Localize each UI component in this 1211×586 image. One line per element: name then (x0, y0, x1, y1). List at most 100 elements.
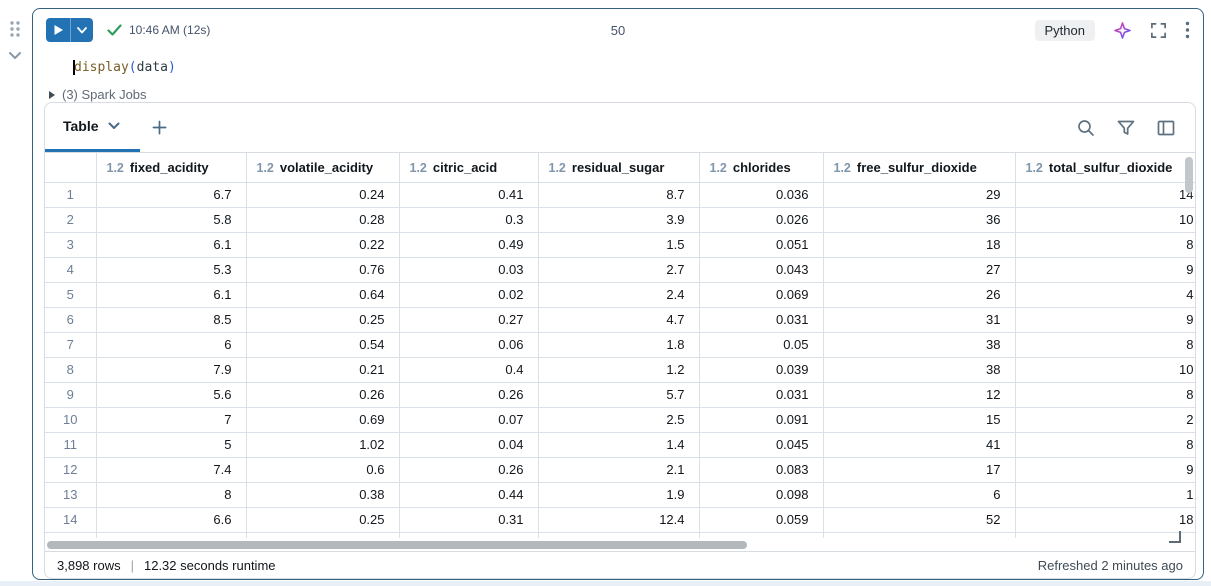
horizontal-scrollbar-thumb[interactable] (47, 541, 747, 549)
column-header-total_sulfur_dioxide[interactable]: 1.2 total_sulfur_dioxide (1015, 153, 1195, 183)
column-header-volatile_acidity[interactable]: 1.2 volatile_acidity (246, 153, 400, 183)
data-cell: 2.5 (538, 407, 700, 433)
data-cell: 8 (1015, 332, 1195, 358)
code-function-token: display (74, 59, 129, 75)
numeric-type-icon: 1.2 (548, 160, 566, 175)
table-row: 13 8 0.38 0.44 1.9 0.098 6 1 (45, 482, 1195, 508)
success-check-icon (107, 24, 122, 36)
column-name: fixed_acidity (129, 159, 209, 175)
numeric-type-icon: 1.2 (106, 160, 124, 175)
data-cell: 0.76 (246, 257, 400, 283)
column-name: volatile_acidity (279, 159, 374, 175)
results-tabbar: Table (45, 103, 1195, 153)
data-cell: 7.9 (96, 357, 247, 383)
row-number-cell: 5 (45, 282, 97, 308)
data-cell: 0.031 (699, 382, 824, 408)
table-row: 8 7.9 0.21 0.4 1.2 0.039 38 10 (45, 357, 1195, 383)
data-cell: 12.4 (538, 507, 700, 533)
row-number-cell: 1 (45, 182, 97, 208)
data-cell: 8 (1015, 382, 1195, 408)
column-header-citric_acid[interactable]: 1.2 citric_acid (399, 153, 539, 183)
cell-toolbar: 10:46 AM (12s) 50 Python (34, 10, 1202, 50)
spark-jobs-expander[interactable]: (3) Spark Jobs (49, 87, 147, 102)
data-cell: 0.3 (399, 207, 539, 233)
kebab-menu-icon[interactable] (1185, 21, 1190, 39)
row-number-cell: 7 (45, 332, 97, 358)
data-cell: 26 (823, 282, 1016, 308)
data-cell: 52 (823, 507, 1016, 533)
data-cell: 10 (1015, 357, 1195, 383)
data-cell: 9 (1015, 307, 1195, 333)
run-play-icon[interactable] (46, 18, 70, 42)
tab-table[interactable]: Table (45, 103, 140, 152)
code-editor-line[interactable]: display(data) (73, 57, 176, 77)
vertical-scrollbar-thumb[interactable] (1185, 157, 1193, 193)
filter-icon[interactable] (1117, 119, 1135, 137)
data-cell: 0.091 (699, 407, 824, 433)
column-header-free_sulfur_dioxide[interactable]: 1.2 free_sulfur_dioxide (823, 153, 1016, 183)
run-options-chevron-icon[interactable] (71, 18, 93, 42)
column-name: chlorides (732, 159, 791, 175)
clipped-cell (96, 532, 247, 538)
data-cell: 17 (823, 457, 1016, 483)
row-number-cell: 3 (45, 232, 97, 258)
clipped-cell (823, 532, 1016, 538)
data-cell: 6.7 (96, 182, 247, 208)
data-cell: 0.031 (699, 307, 824, 333)
data-cell: 0.043 (699, 257, 824, 283)
column-header-residual_sugar[interactable]: 1.2 residual_sugar (538, 153, 700, 183)
data-cell: 12 (823, 382, 1016, 408)
assistant-sparkle-icon[interactable] (1113, 21, 1132, 40)
data-cell: 0.26 (399, 382, 539, 408)
data-cell: 1.2 (538, 357, 700, 383)
data-cell: 7.4 (96, 457, 247, 483)
data-cell: 0.26 (246, 382, 400, 408)
results-panel: Table (44, 102, 1196, 579)
row-count: 3,898 rows (57, 557, 121, 573)
tab-chevron-down-icon[interactable] (108, 122, 120, 130)
row-number-cell: 13 (45, 482, 97, 508)
numeric-type-icon: 1.2 (709, 160, 727, 175)
data-cell: 14 (1015, 182, 1195, 208)
column-header-fixed_acidity[interactable]: 1.2 fixed_acidity (96, 153, 247, 183)
clipped-cell (246, 532, 400, 538)
toolbar-right-group: Python (1034, 19, 1190, 41)
clipped-cell (699, 532, 824, 538)
numeric-type-icon: 1.2 (1025, 160, 1043, 175)
results-resize-handle[interactable] (1169, 531, 1181, 543)
data-cell: 0.07 (399, 407, 539, 433)
collapse-cell-chevron-icon[interactable] (8, 48, 22, 66)
data-cell: 1.4 (538, 432, 700, 458)
notebook-cell: 10:46 AM (12s) 50 Python (32, 8, 1204, 580)
fullscreen-icon[interactable] (1150, 22, 1167, 39)
data-cell: 0.4 (399, 357, 539, 383)
clipped-cell (399, 532, 539, 538)
data-cell: 1 (1015, 482, 1195, 508)
data-cell: 8.5 (96, 307, 247, 333)
row-number-cell: 12 (45, 457, 97, 483)
run-button-divider (70, 18, 71, 42)
table-toolbar-icons (1077, 103, 1195, 152)
table-row: 5 6.1 0.64 0.02 2.4 0.069 26 4 (45, 282, 1195, 308)
data-cell: 18 (1015, 507, 1195, 533)
add-visualization-button[interactable] (140, 103, 179, 152)
data-cell: 15 (823, 407, 1016, 433)
data-cell: 0.27 (399, 307, 539, 333)
data-cell: 10 (1015, 207, 1195, 233)
columns-panel-icon[interactable] (1157, 119, 1175, 137)
data-cell: 41 (823, 432, 1016, 458)
data-cell: 0.083 (699, 457, 824, 483)
data-cell: 0.28 (246, 207, 400, 233)
run-button[interactable] (46, 18, 93, 42)
language-selector[interactable]: Python (1034, 19, 1095, 41)
search-icon[interactable] (1077, 119, 1095, 137)
data-cell: 7 (96, 407, 247, 433)
data-cell: 0.05 (699, 332, 824, 358)
data-cell: 0.069 (699, 282, 824, 308)
column-header-chlorides[interactable]: 1.2 chlorides (699, 153, 824, 183)
drag-handle-icon[interactable] (8, 20, 22, 43)
data-cell: 0.41 (399, 182, 539, 208)
data-cell: 0.059 (699, 507, 824, 533)
data-cell: 6 (96, 332, 247, 358)
